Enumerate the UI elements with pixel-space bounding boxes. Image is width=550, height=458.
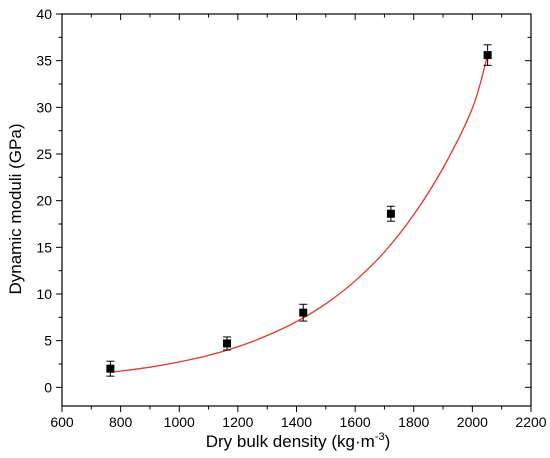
square-marker (223, 339, 232, 348)
x-tick-label: 1400 (281, 414, 312, 430)
square-marker (386, 209, 395, 218)
data-point (106, 360, 115, 377)
data-point (386, 205, 395, 222)
x-tick-label: 1000 (164, 414, 195, 430)
y-tick-label: 40 (36, 6, 52, 22)
y-tick-label: 10 (36, 286, 52, 302)
y-tick-label: 30 (36, 99, 52, 115)
x-tick-label: 800 (109, 414, 133, 430)
x-axis-label: Dry bulk density (kg·m-3) (206, 431, 391, 451)
x-tick-label: 2000 (457, 414, 488, 430)
axis-labels: Dry bulk density (kg·m-3) Dynamic moduli… (6, 124, 390, 452)
y-axis-label: Dynamic moduli (GPa) (6, 124, 25, 295)
square-marker (106, 364, 115, 373)
x-tick-label: 2200 (515, 414, 546, 430)
data-point (299, 303, 308, 322)
x-tick-label: 1600 (340, 414, 371, 430)
fit-curve-layer (110, 54, 489, 374)
data-point (483, 44, 492, 66)
y-tick-label: 15 (36, 239, 52, 255)
data-point (223, 336, 232, 351)
square-marker (483, 51, 492, 60)
y-tick-label: 35 (36, 53, 52, 69)
x-tick-label: 1800 (398, 414, 429, 430)
plot-frame (61, 13, 532, 407)
x-tick-label: 1200 (222, 414, 253, 430)
axes: 600 800 1000 1200 1400 1600 1800 2000 2200 0 5 10 15… (36, 6, 546, 430)
square-marker (299, 308, 308, 317)
y-tick-label: 5 (44, 333, 52, 349)
data-points-layer (106, 44, 492, 377)
fit-curve (110, 54, 489, 374)
y-tick-label: 20 (36, 193, 52, 209)
y-tick-label: 25 (36, 146, 52, 162)
y-tick-label: 0 (44, 379, 52, 395)
x-tick-label: 600 (50, 414, 74, 430)
